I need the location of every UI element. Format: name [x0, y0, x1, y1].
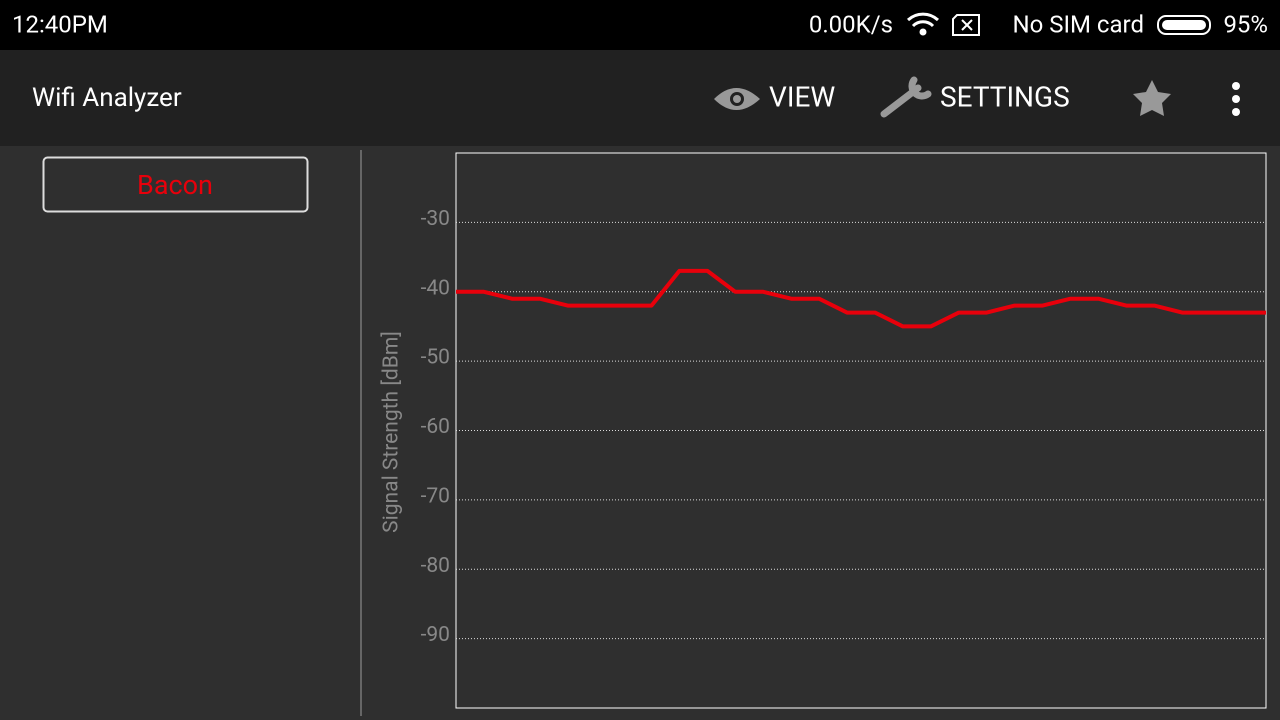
view-button[interactable]: VIEW: [714, 80, 835, 113]
y-tick-label: -80: [421, 554, 450, 578]
favorite-button[interactable]: [1133, 80, 1171, 116]
y-tick-label: -70: [421, 484, 450, 508]
signal-line: [456, 268, 1266, 329]
battery-icon: [1157, 15, 1211, 35]
battery-percent: 95%: [1223, 10, 1268, 38]
sim-icon: [952, 14, 980, 36]
sim-status: No SIM card: [1012, 10, 1144, 38]
status-bar: [0, 0, 1280, 50]
settings-label[interactable]: SETTINGS: [940, 80, 1070, 113]
more-button[interactable]: [1232, 82, 1240, 116]
wifi-icon: [906, 12, 940, 36]
view-label[interactable]: VIEW: [769, 80, 835, 113]
legend-entry[interactable]: Bacon: [137, 169, 213, 201]
y-tick-label: -40: [421, 276, 450, 300]
app-bar: [0, 50, 1280, 146]
y-axis-title: Signal Strength [dBm]: [380, 331, 404, 533]
y-tick-label: -30: [421, 207, 450, 231]
y-tick-label: -50: [421, 346, 450, 370]
settings-button[interactable]: SETTINGS: [880, 76, 1070, 118]
y-tick-label: -60: [421, 415, 450, 439]
net-speed: 0.00K/s: [809, 10, 893, 38]
y-tick-label: -90: [421, 623, 450, 647]
battery-level: [1162, 20, 1206, 30]
network-button[interactable]: [42, 156, 309, 213]
app-title: Wifi Analyzer: [32, 83, 182, 113]
time: 12:40PM: [12, 10, 108, 38]
